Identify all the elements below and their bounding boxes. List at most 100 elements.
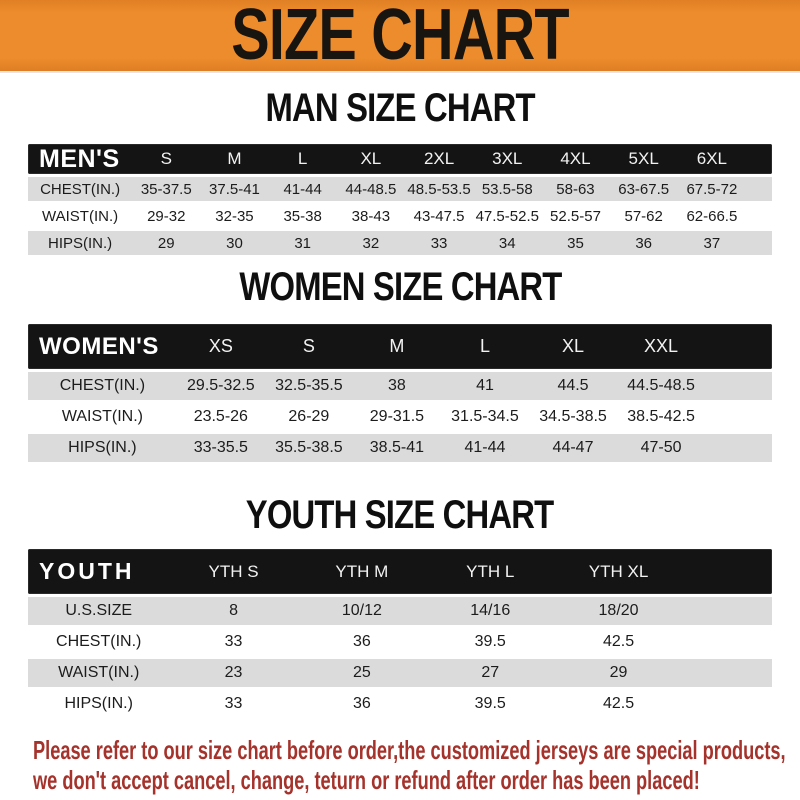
cell-value: 18/20 bbox=[598, 602, 639, 619]
table-row: CHEST(IN.) 35-37.5 37.5-41 41-44 44-48.5 48.5… bbox=[28, 177, 772, 201]
row-label: CHEST(IN.) bbox=[59, 377, 146, 394]
cell-value: 8 bbox=[229, 602, 238, 619]
column-header: M bbox=[227, 149, 242, 168]
cell-value: 29-32 bbox=[147, 207, 186, 225]
cell-value: 31.5-34.5 bbox=[451, 408, 519, 425]
table-row: U.S.SIZE 8 10/12 14/16 18/20 bbox=[28, 597, 772, 625]
row-label: HIPS(IN.) bbox=[68, 439, 137, 456]
table-row: WAIST(IN.) 23.5-26 26-29 29-31.5 31.5-34.5 34… bbox=[28, 403, 772, 431]
women-section-heading: WOMEN SIZE CHART bbox=[0, 265, 800, 309]
table-row: HIPS(IN.) 33 36 39.5 42.5 bbox=[28, 690, 772, 718]
column-header: 4XL bbox=[560, 149, 591, 168]
order-notice-line1: Please refer to our size chart before or… bbox=[33, 735, 786, 765]
youth-size-table: YOUTH YTH S YTH M YTH L YTH XL U.S.SIZE 8 10/12… bbox=[28, 549, 772, 718]
cell-value: 32-35 bbox=[215, 207, 254, 225]
cell-value: 57-62 bbox=[624, 207, 663, 225]
cell-value: 35.5-38.5 bbox=[275, 439, 343, 456]
cell-value: 44-48.5 bbox=[345, 180, 397, 198]
cell-value: 31 bbox=[294, 234, 311, 252]
cell-value: 35 bbox=[567, 234, 584, 252]
cell-value: 29 bbox=[157, 234, 175, 252]
cell-value: 42.5 bbox=[602, 633, 635, 650]
cell-value: 37 bbox=[703, 234, 721, 252]
cell-value: 32.5-35.5 bbox=[275, 377, 343, 394]
column-header: XL bbox=[561, 336, 585, 356]
cell-value: 32 bbox=[362, 234, 380, 252]
cell-value: 38 bbox=[388, 377, 406, 394]
men-section-heading-text: MAN SIZE CHART bbox=[265, 86, 535, 130]
row-cells: 33 36 39.5 42.5 bbox=[169, 695, 772, 713]
cell-value: 44-47 bbox=[552, 439, 594, 456]
cell-value: 41-44 bbox=[464, 439, 506, 456]
column-header: YTH M bbox=[335, 561, 389, 581]
column-header: 2XL bbox=[423, 149, 455, 168]
cell-value: 38.5-42.5 bbox=[627, 408, 695, 425]
table-header-row: YOUTH YTH S YTH M YTH L YTH XL bbox=[28, 549, 772, 594]
cell-value: 29-31.5 bbox=[369, 408, 425, 425]
cell-value: 23 bbox=[224, 664, 243, 681]
row-label: HIPS(IN.) bbox=[64, 695, 133, 712]
column-header: YTH XL bbox=[588, 561, 649, 581]
cell-value: 44.5-48.5 bbox=[627, 377, 695, 394]
cell-value: 63-67.5 bbox=[618, 180, 670, 198]
cell-value: 26-29 bbox=[288, 408, 330, 425]
cell-value: 10/12 bbox=[341, 602, 382, 619]
cell-value: 33-35.5 bbox=[193, 439, 248, 456]
cell-value: 36 bbox=[635, 234, 653, 252]
row-cells: 29.5-32.5 32.5-35.5 38 41 44.5 44.5-48.5 bbox=[177, 377, 772, 395]
row-cells: 8 10/12 14/16 18/20 bbox=[169, 602, 772, 620]
column-headers: YTH S YTH M YTH L YTH XL bbox=[169, 562, 772, 582]
banner-title: SIZE CHART bbox=[231, 0, 569, 75]
order-notice: Please refer to our size chart before or… bbox=[33, 735, 800, 795]
cell-value: 36 bbox=[352, 633, 371, 650]
order-notice-line2: we don't accept cancel, change, teturn o… bbox=[33, 765, 700, 795]
column-header: L bbox=[479, 336, 490, 356]
cell-value: 47.5-52.5 bbox=[475, 207, 539, 225]
table-title-label: MEN'S bbox=[39, 144, 120, 173]
cell-value: 52.5-57 bbox=[550, 207, 601, 225]
cell-value: 29.5-32.5 bbox=[187, 377, 255, 394]
column-header: XS bbox=[208, 336, 233, 356]
row-label: WAIST(IN.) bbox=[61, 408, 143, 425]
cell-value: 23.5-26 bbox=[193, 408, 248, 425]
column-header: M bbox=[389, 336, 405, 356]
row-cells: 33 36 39.5 42.5 bbox=[169, 633, 772, 651]
row-label: U.S.SIZE bbox=[65, 602, 133, 619]
table-header-row: MEN'S S M L XL 2XL 3XL 4XL 5XL 6XL bbox=[28, 144, 772, 174]
row-cells: 33-35.5 35.5-38.5 38.5-41 41-44 44-47 47-50 bbox=[177, 439, 772, 457]
cell-value: 35-37.5 bbox=[140, 180, 192, 198]
table-row: WAIST(IN.) 29-32 32-35 35-38 38-43 43-47.5 47.… bbox=[28, 204, 772, 228]
column-header: YTH S bbox=[208, 561, 259, 581]
men-size-table: MEN'S S M L XL 2XL 3XL 4XL 5XL 6XL CHEST(IN.) 35-37… bbox=[28, 144, 772, 255]
cell-value: 43-47.5 bbox=[413, 207, 465, 225]
table-header-row: WOMEN'S XS S M L XL XXL bbox=[28, 324, 772, 369]
cell-value: 29 bbox=[609, 664, 628, 681]
cell-value: 36 bbox=[352, 695, 371, 712]
youth-section-heading-text: YOUTH SIZE CHART bbox=[246, 493, 554, 537]
women-section-heading-text: WOMEN SIZE CHART bbox=[238, 265, 562, 309]
cell-value: 34.5-38.5 bbox=[539, 408, 607, 425]
cell-value: 38.5-41 bbox=[369, 439, 425, 456]
cell-value: 42.5 bbox=[602, 695, 635, 712]
column-header: 3XL bbox=[492, 149, 523, 168]
column-headers: XS S M L XL XXL bbox=[177, 336, 772, 357]
cell-value: 47-50 bbox=[640, 439, 682, 456]
column-header: YTH L bbox=[466, 561, 515, 581]
row-label: CHEST(IN.) bbox=[40, 180, 121, 198]
cell-value: 41-44 bbox=[283, 180, 322, 198]
cell-value: 58-63 bbox=[556, 180, 595, 198]
row-label: WAIST(IN.) bbox=[58, 664, 140, 681]
table-title-label: YOUTH bbox=[39, 558, 135, 584]
column-header: 6XL bbox=[696, 149, 727, 168]
youth-section-heading: YOUTH SIZE CHART bbox=[0, 493, 800, 537]
cell-value: 35-38 bbox=[283, 207, 322, 225]
column-header: XXL bbox=[644, 336, 679, 356]
cell-value: 37.5-41 bbox=[209, 180, 260, 198]
row-label: HIPS(IN.) bbox=[47, 234, 113, 252]
row-cells: 35-37.5 37.5-41 41-44 44-48.5 48.5-53.5 53.5-… bbox=[132, 181, 772, 198]
table-row: CHEST(IN.) 33 36 39.5 42.5 bbox=[28, 628, 772, 656]
cell-value: 33 bbox=[224, 695, 243, 712]
row-label: WAIST(IN.) bbox=[42, 207, 119, 225]
row-cells: 29-32 32-35 35-38 38-43 43-47.5 47.5-52.5 52.5… bbox=[132, 208, 772, 225]
cell-value: 53.5-58 bbox=[481, 180, 533, 198]
